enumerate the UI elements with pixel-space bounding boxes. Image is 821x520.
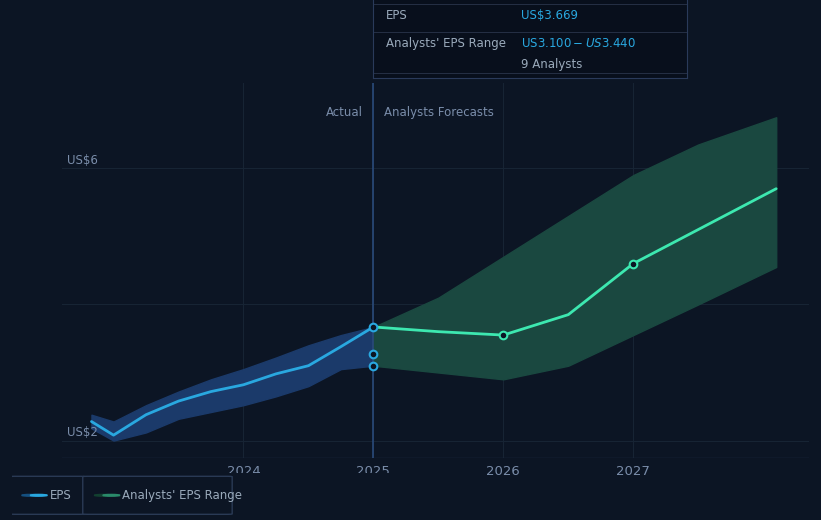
Circle shape: [30, 495, 48, 496]
FancyBboxPatch shape: [10, 476, 85, 514]
Text: Analysts' EPS Range: Analysts' EPS Range: [122, 489, 242, 502]
Circle shape: [103, 495, 120, 496]
Text: US$2: US$2: [67, 426, 98, 439]
Text: Analysts' EPS Range: Analysts' EPS Range: [386, 36, 506, 49]
Text: US$3.100 - US$3.440: US$3.100 - US$3.440: [521, 36, 635, 49]
Text: Analysts Forecasts: Analysts Forecasts: [383, 106, 493, 119]
Text: EPS: EPS: [386, 9, 408, 22]
Circle shape: [94, 495, 112, 496]
Circle shape: [21, 495, 39, 496]
FancyBboxPatch shape: [83, 476, 232, 514]
Text: EPS: EPS: [50, 489, 71, 502]
Text: US$6: US$6: [67, 154, 98, 167]
Text: US$3.669: US$3.669: [521, 9, 578, 22]
Text: Actual: Actual: [326, 106, 363, 119]
Text: 9 Analysts: 9 Analysts: [521, 58, 582, 71]
